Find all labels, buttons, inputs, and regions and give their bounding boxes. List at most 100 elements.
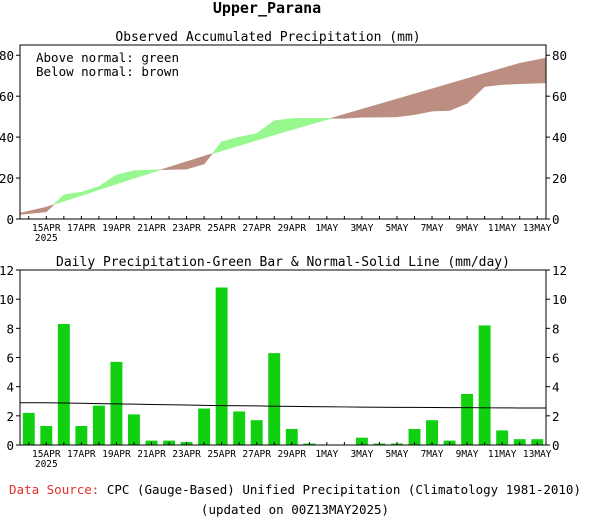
daily-xtick-label: 29APR bbox=[277, 449, 306, 460]
daily-bar bbox=[496, 430, 509, 445]
daily-ytick-label-left: 12 bbox=[0, 263, 14, 278]
daily-bar bbox=[40, 426, 53, 445]
accum-xtick-label: 21APR bbox=[137, 223, 166, 234]
daily-bar bbox=[215, 287, 228, 445]
accum-diff-segment bbox=[396, 93, 415, 118]
daily-frame bbox=[19, 269, 547, 446]
accum-xtick-label: 29APR bbox=[277, 223, 306, 234]
daily-xtick-label: 9MAY bbox=[456, 449, 479, 460]
accum-diff-segment bbox=[330, 113, 345, 119]
accum-xtick-label: 9MAY bbox=[456, 223, 479, 234]
daily-bar bbox=[128, 414, 140, 445]
daily-ytick-label-right: 2 bbox=[552, 409, 560, 424]
accum-ticks-group: 0 0 20 20 40 40 60 60 80 80 15APR 17APR 19APR 21APR 23… bbox=[0, 48, 567, 244]
daily-xtick-label: 21APR bbox=[137, 449, 166, 460]
accum-xtick-label: 23APR bbox=[172, 223, 201, 234]
accum-diff-segment bbox=[98, 174, 117, 191]
daily-bar bbox=[22, 412, 35, 445]
precipitation-chart: Upper_Parana Observed Accumulated Precip… bbox=[0, 0, 567, 470]
daily-xtick-label: 1MAY bbox=[315, 449, 338, 460]
accum-diff-segment bbox=[308, 117, 328, 126]
accum-xtick-label: 15APR bbox=[32, 223, 61, 234]
daily-bar bbox=[198, 408, 211, 445]
daily-bar bbox=[355, 437, 368, 445]
daily-bar bbox=[478, 325, 491, 445]
accum-xtick-label: 7MAY bbox=[421, 223, 444, 234]
accum-diff-segment bbox=[519, 57, 547, 84]
accum-title: Observed Accumulated Precipitation (mm) bbox=[115, 30, 420, 45]
accum-ytick-label-left: 20 bbox=[0, 171, 14, 186]
daily-bar bbox=[250, 420, 263, 445]
accum-xtick-label: 13MAY bbox=[523, 223, 552, 234]
data-source-label: Data Source: bbox=[9, 482, 100, 497]
accum-diff-segment bbox=[81, 186, 100, 196]
accum-ytick-label-left: 40 bbox=[0, 130, 14, 145]
daily-title: Daily Precipitation-Green Bar & Normal-S… bbox=[56, 255, 510, 270]
daily-xtick-label: 13MAY bbox=[523, 449, 552, 460]
daily-bar bbox=[57, 323, 70, 445]
accum-ytick-label-right: 80 bbox=[552, 48, 567, 63]
daily-ytick-label-left: 0 bbox=[6, 438, 14, 453]
accum-xtick-label: 19APR bbox=[102, 223, 131, 234]
accum-ytick-label-right: 0 bbox=[552, 212, 560, 227]
accum-diff-segment bbox=[414, 88, 433, 115]
daily-ytick-label-left: 6 bbox=[6, 351, 14, 366]
accum-diff-segment bbox=[203, 153, 214, 165]
accum-diff-segment bbox=[186, 155, 205, 170]
accum-ytick-label-left: 60 bbox=[0, 89, 14, 104]
accum-diff-segment bbox=[449, 78, 468, 111]
daily-ticks-group: 0 0 2 2 4 4 6 6 8 8 10 10 12 12 15APR 17APR 19APR 21APR 23… bbox=[0, 263, 567, 470]
accum-diff-segment bbox=[361, 103, 380, 118]
accum-diff-segment bbox=[256, 120, 275, 141]
accum-diff-segment bbox=[466, 73, 485, 105]
updated-line: (updated on 00Z13MAY2025) bbox=[200, 502, 390, 517]
daily-bars-group bbox=[20, 287, 546, 445]
daily-bar bbox=[285, 428, 298, 445]
daily-ytick-label-right: 0 bbox=[552, 438, 560, 453]
accum-xtick-label: 1MAY bbox=[315, 223, 338, 234]
accum-diff-segment bbox=[344, 108, 363, 119]
accum-ytick-label-right: 20 bbox=[552, 171, 567, 186]
daily-ytick-label-right: 12 bbox=[552, 263, 567, 278]
daily-year-label: 2025 bbox=[35, 459, 58, 470]
legend-below: Below normal: brown bbox=[36, 64, 179, 79]
accum-diff-segment bbox=[291, 117, 310, 131]
daily-xtick-label: 5MAY bbox=[386, 449, 409, 460]
daily-ytick-label-left: 4 bbox=[6, 380, 14, 395]
daily-bar bbox=[268, 353, 281, 445]
data-source-line: Data Source: CPC (Gauge-Based) Unified P… bbox=[0, 482, 590, 497]
accum-diff-segment bbox=[160, 166, 170, 171]
accum-diff-segment bbox=[326, 117, 332, 120]
accum-xtick-label: 5MAY bbox=[386, 223, 409, 234]
accum-panel: Observed Accumulated Precipitation (mm) … bbox=[0, 30, 567, 244]
accum-fill-group bbox=[19, 57, 547, 215]
data-source-text: CPC (Gauge-Based) Unified Precipitation … bbox=[106, 482, 581, 497]
accum-diff-segment bbox=[133, 169, 152, 179]
accum-diff-segment bbox=[501, 62, 521, 85]
accum-diff-segment bbox=[431, 83, 450, 112]
accum-diff-segment bbox=[151, 169, 162, 174]
accum-diff-segment bbox=[273, 118, 293, 136]
accum-diff-segment bbox=[116, 170, 135, 185]
daily-xtick-label: 27APR bbox=[242, 449, 271, 460]
daily-xtick-label: 19APR bbox=[102, 449, 131, 460]
daily-xtick-label: 7MAY bbox=[421, 449, 444, 460]
accum-diff-segment bbox=[53, 194, 65, 205]
daily-ytick-label-right: 6 bbox=[552, 351, 560, 366]
region-title: Upper_Parana bbox=[213, 0, 321, 17]
daily-normal-line bbox=[20, 402, 546, 409]
accum-diff-segment bbox=[168, 161, 187, 170]
accum-xtick-label: 11MAY bbox=[488, 223, 517, 234]
accum-xtick-label: 27APR bbox=[242, 223, 271, 234]
accum-diff-segment bbox=[484, 67, 503, 87]
accum-diff-segment bbox=[221, 136, 240, 152]
accum-diff-segment bbox=[45, 204, 54, 213]
daily-ytick-label-right: 4 bbox=[552, 380, 560, 395]
daily-ytick-label-right: 8 bbox=[552, 321, 560, 336]
accum-diff-segment bbox=[63, 191, 82, 202]
daily-bar bbox=[75, 426, 88, 445]
daily-panel: Daily Precipitation-Green Bar & Normal-S… bbox=[0, 255, 567, 470]
daily-ytick-label-left: 8 bbox=[6, 321, 14, 336]
daily-xtick-label: 11MAY bbox=[488, 449, 517, 460]
accum-frame bbox=[19, 44, 547, 220]
